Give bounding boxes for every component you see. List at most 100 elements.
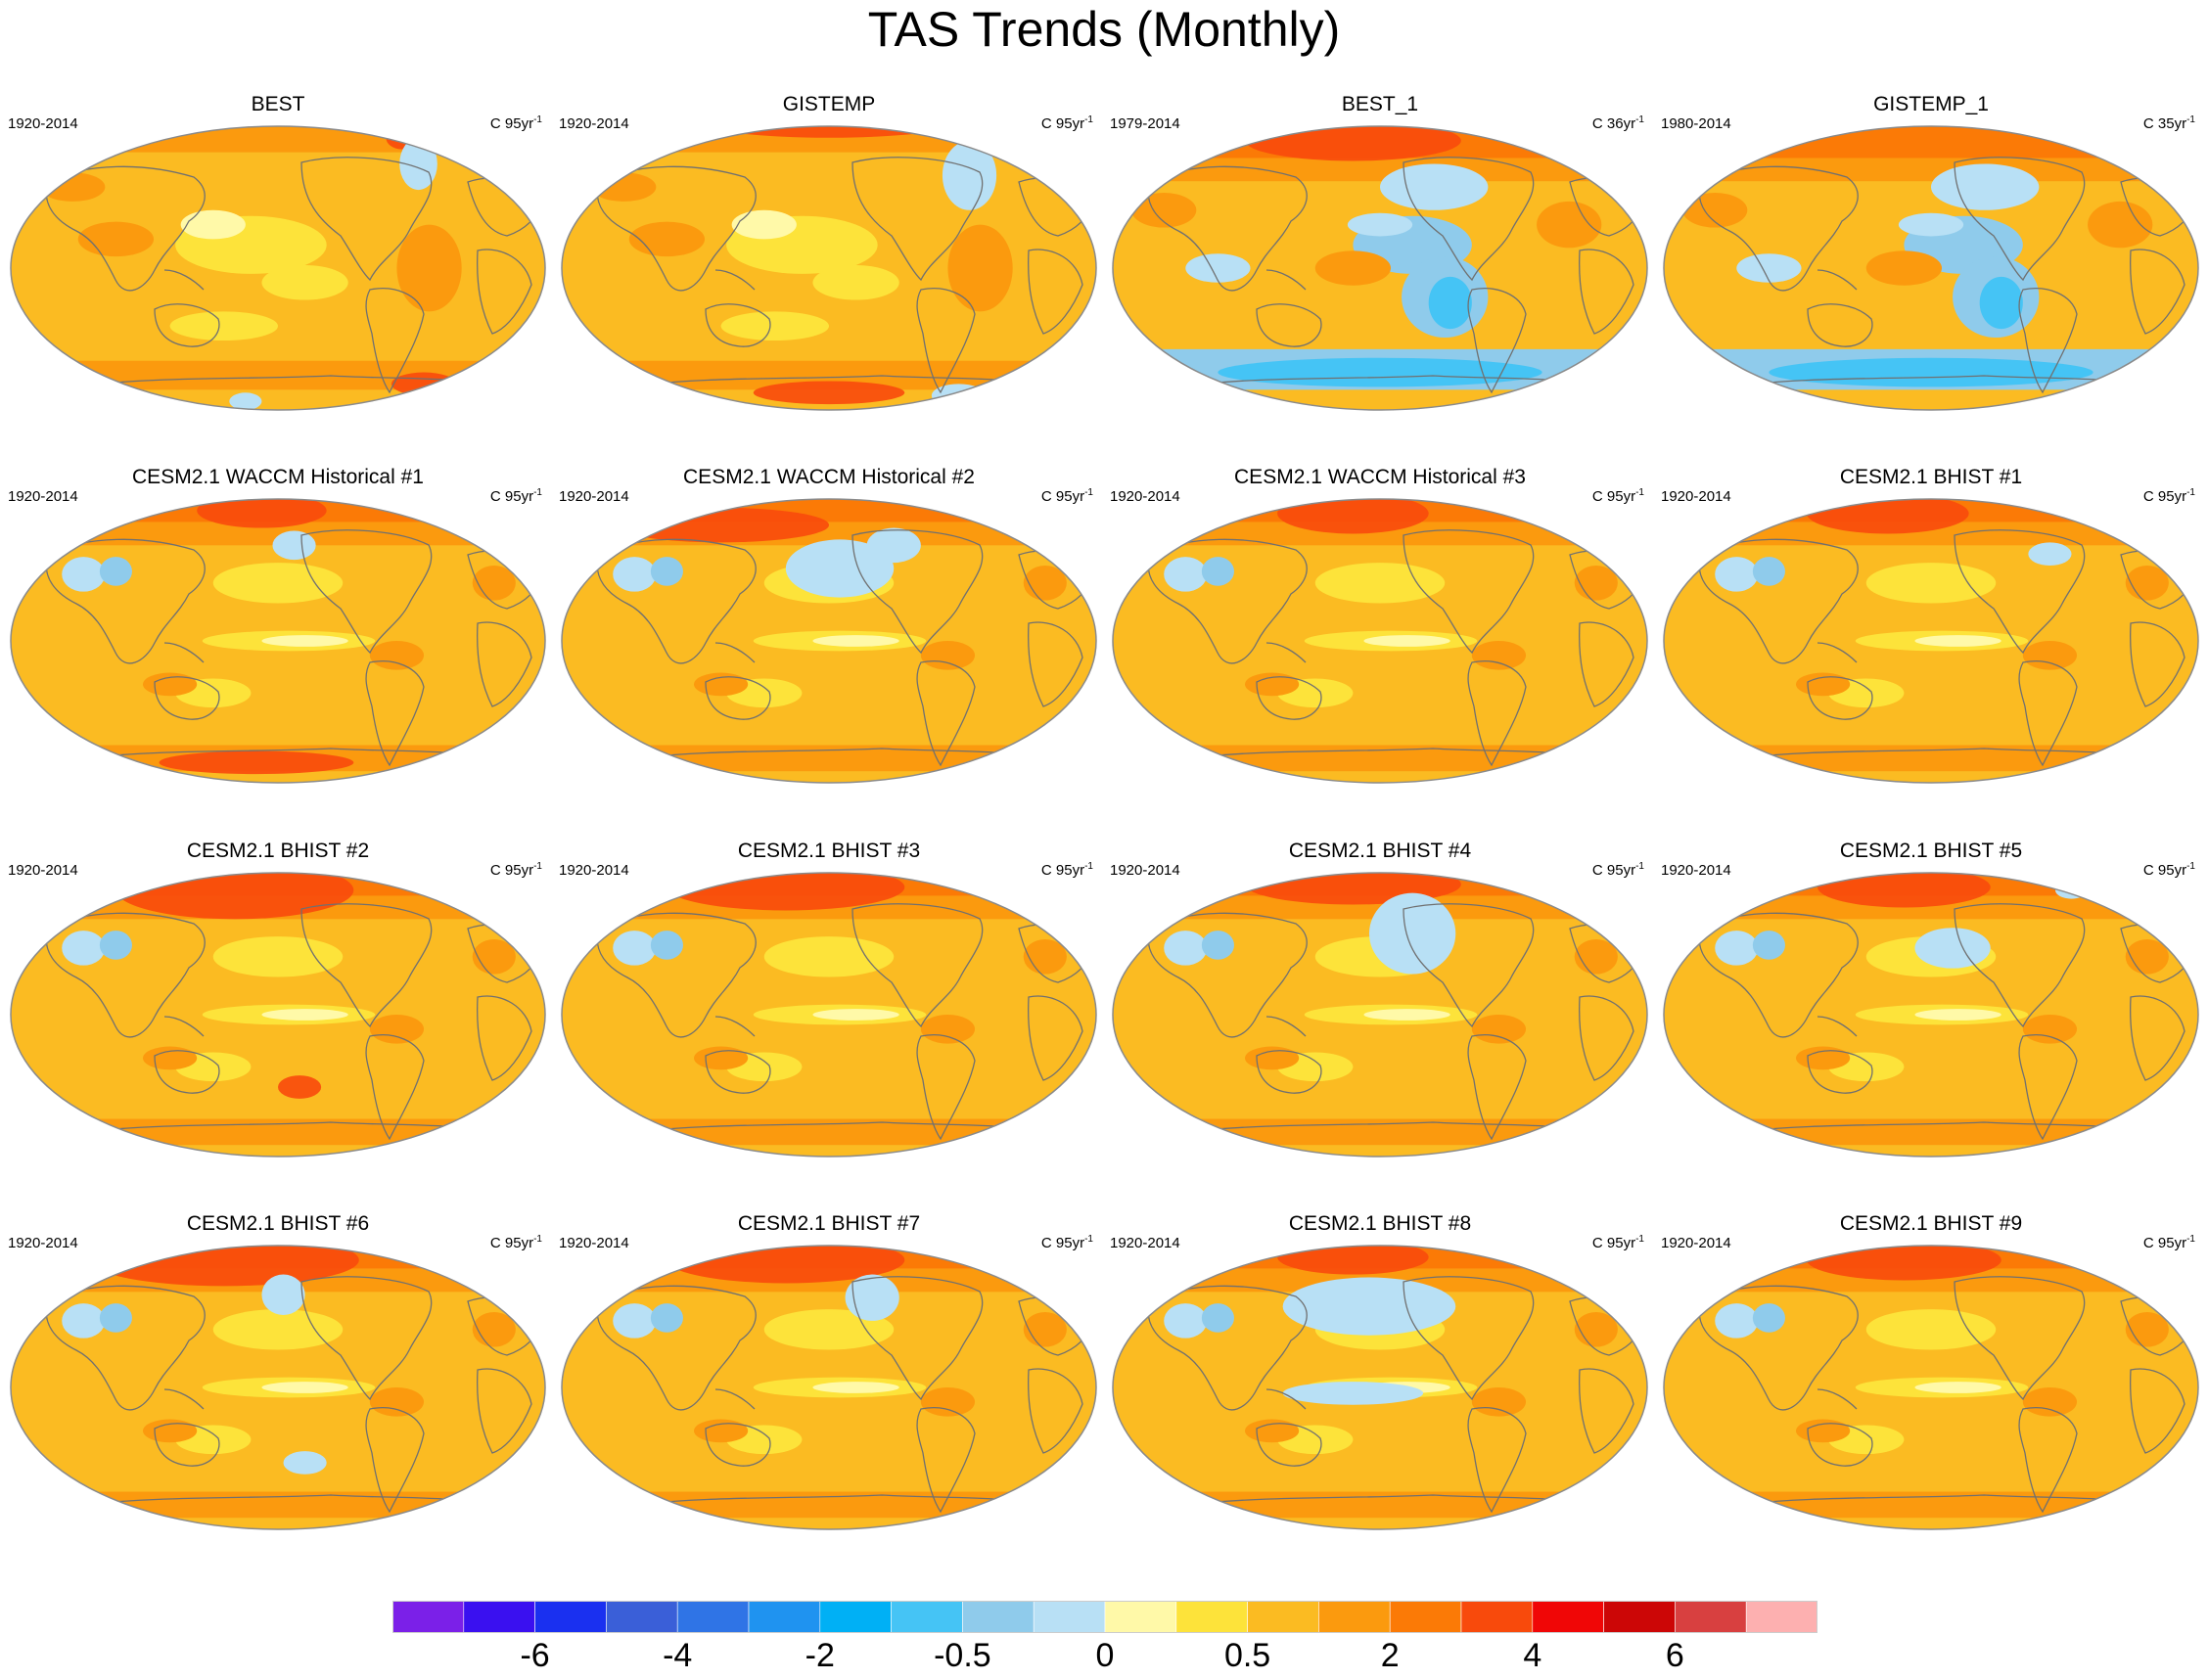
southern-ocean-cool-core bbox=[1218, 357, 1542, 387]
trend-map bbox=[1112, 125, 1648, 411]
panel-title: BEST bbox=[251, 93, 305, 115]
colorbar-swatch bbox=[534, 1601, 607, 1633]
units-exponent: -1 bbox=[2186, 861, 2195, 872]
trend-years: 95 bbox=[1606, 1235, 1624, 1251]
panel-title: GISTEMP bbox=[782, 93, 876, 115]
indian-warm bbox=[77, 221, 155, 257]
equatorial-core bbox=[1363, 1009, 1450, 1021]
colorbar-swatch bbox=[962, 1601, 1035, 1633]
coastline bbox=[1265, 1016, 1307, 1037]
continent-outlines bbox=[45, 529, 542, 767]
npacific-weak bbox=[212, 936, 344, 977]
units-prefix: C bbox=[2142, 862, 2158, 879]
warm-hotspot bbox=[391, 372, 457, 396]
epacific-cool-core bbox=[1979, 276, 2023, 330]
colorbar-swatch bbox=[1675, 1601, 1747, 1633]
coastline bbox=[1817, 269, 1858, 291]
map-panel: CESM2.1 BHIST #1 1920-2014 C 95yr-1 bbox=[1661, 465, 2201, 788]
units-exponent: -1 bbox=[1635, 114, 1644, 125]
colorbar-tick-label: 0 bbox=[1095, 1637, 1115, 1674]
panel-units: C 35yr-1 bbox=[2143, 112, 2195, 133]
coastline bbox=[1467, 660, 1527, 767]
coastline bbox=[1698, 912, 1859, 1038]
coastline bbox=[154, 303, 220, 347]
units-exponent: -1 bbox=[1635, 487, 1644, 498]
coastline bbox=[1467, 1407, 1527, 1514]
southern-warming-band bbox=[1113, 745, 1647, 772]
coastline bbox=[154, 1423, 220, 1467]
units-prefix: C bbox=[2142, 1235, 2158, 1251]
europe-warm bbox=[2125, 939, 2169, 975]
south-pacific-weak bbox=[720, 311, 829, 341]
panel-period: 1920-2014 bbox=[8, 1235, 78, 1251]
colorbar-swatch bbox=[1460, 1601, 1534, 1633]
asia-cool-2 bbox=[99, 557, 132, 586]
cool-spot bbox=[283, 1451, 327, 1475]
map-panel: GISTEMP 1920-2014 C 95yr-1 bbox=[559, 92, 1099, 415]
coastline bbox=[2018, 660, 2078, 767]
trend-years: 95 bbox=[1055, 488, 1073, 505]
coastline bbox=[1256, 1423, 1322, 1467]
units-suffix: yr bbox=[1072, 862, 1085, 879]
south-america-warm bbox=[2022, 1015, 2078, 1044]
map-panel: CESM2.1 WACCM Historical #3 1920-2014 C 95… bbox=[1110, 465, 1650, 788]
coastline bbox=[705, 1423, 771, 1467]
equatorial-core bbox=[261, 1009, 348, 1021]
coastline bbox=[300, 157, 433, 282]
npacific-cool bbox=[1380, 163, 1489, 210]
southern-warming-band bbox=[1664, 1118, 2198, 1146]
coastline bbox=[45, 1285, 206, 1411]
colorbar-tick-label: -6 bbox=[520, 1637, 550, 1674]
trend-map bbox=[1112, 498, 1648, 784]
trend-years: 95 bbox=[1606, 862, 1624, 879]
epacific-weak bbox=[812, 265, 899, 300]
coastline bbox=[477, 1368, 532, 1454]
coastline bbox=[300, 903, 433, 1028]
trend-map bbox=[1112, 1245, 1648, 1530]
south-america-warm bbox=[2022, 641, 2078, 670]
panel-period: 1920-2014 bbox=[1110, 1235, 1180, 1251]
coastline bbox=[851, 157, 984, 282]
cool-spot bbox=[272, 530, 316, 561]
map-field bbox=[562, 1246, 1096, 1529]
coastline bbox=[1467, 288, 1527, 394]
europe-warm bbox=[1574, 566, 1618, 601]
panel-units: C 95yr-1 bbox=[1592, 858, 1644, 880]
map-panel: CESM2.1 BHIST #4 1920-2014 C 95yr-1 bbox=[1110, 839, 1650, 1161]
high-lat-warming-band bbox=[11, 522, 545, 546]
europe-warm bbox=[1131, 193, 1197, 228]
coastline bbox=[365, 288, 425, 394]
units-suffix: yr bbox=[1072, 488, 1085, 505]
units-exponent: -1 bbox=[2186, 487, 2195, 498]
cool-spot bbox=[1282, 1277, 1456, 1336]
asia-cool bbox=[62, 1303, 106, 1339]
coastline bbox=[916, 660, 976, 767]
southern-warming-band bbox=[1664, 745, 2198, 772]
asia-cool bbox=[613, 1303, 657, 1339]
units-exponent: -1 bbox=[1084, 487, 1093, 498]
central-pacific-cool bbox=[1347, 212, 1413, 237]
units-suffix: yr bbox=[1623, 1235, 1636, 1251]
panel-period: 1920-2014 bbox=[559, 115, 629, 132]
units-suffix: yr bbox=[2174, 862, 2187, 879]
panel-period: 1920-2014 bbox=[559, 1235, 629, 1251]
coastline bbox=[1579, 995, 1634, 1081]
coastline bbox=[1028, 995, 1083, 1081]
south-america-warm bbox=[920, 1015, 976, 1044]
indian-ocean-cool bbox=[1185, 253, 1251, 283]
australia-warm bbox=[143, 672, 198, 697]
colorbar-swatch bbox=[1175, 1601, 1248, 1633]
units-exponent: -1 bbox=[1084, 861, 1093, 872]
coastline bbox=[45, 165, 206, 292]
cool-spot bbox=[1914, 928, 1991, 969]
asia-cool-2 bbox=[1201, 1303, 1234, 1333]
asia-cool-2 bbox=[650, 931, 683, 960]
southern-warming-band bbox=[562, 1491, 1096, 1519]
colorbar bbox=[392, 1601, 1817, 1633]
units-exponent: -1 bbox=[533, 487, 542, 498]
australia-warm bbox=[694, 1046, 749, 1070]
coastline bbox=[1403, 903, 1535, 1028]
equatorial-core bbox=[812, 1009, 899, 1021]
coastline bbox=[300, 529, 433, 655]
high-lat-warming-band bbox=[1664, 895, 2198, 920]
